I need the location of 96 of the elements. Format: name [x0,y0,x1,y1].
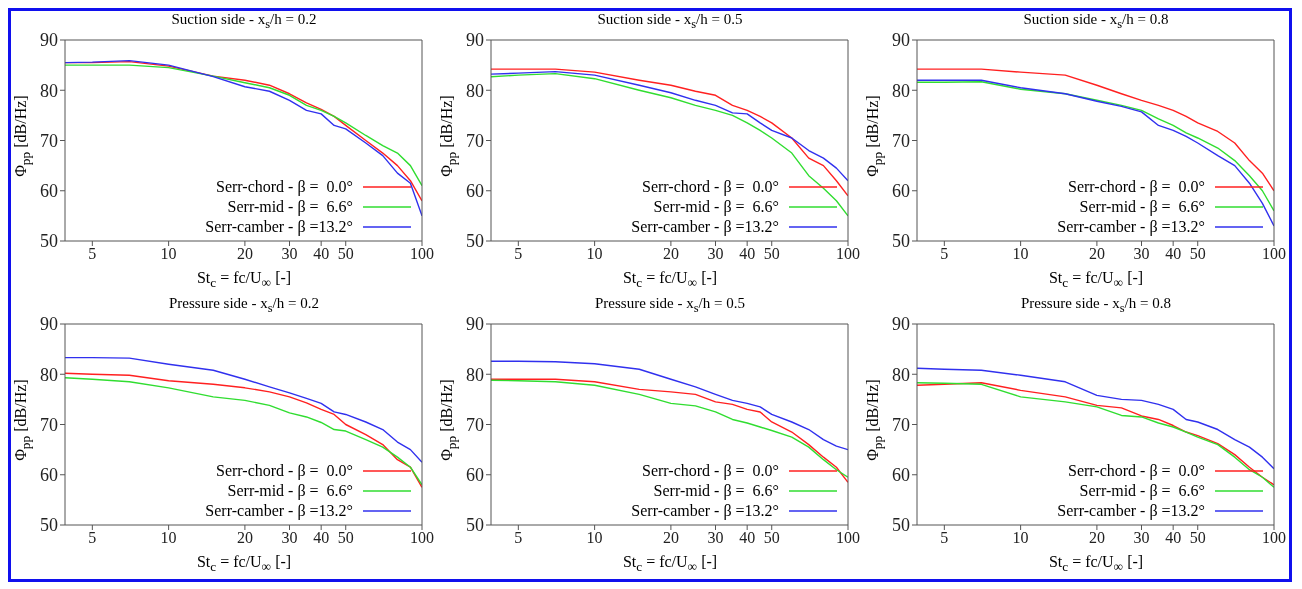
legend-label: Serr-camber - β =13.2° [631,501,779,521]
y-tick-label: 90 [892,314,910,335]
x-tick-label: 10 [586,529,603,547]
y-tick-label: 60 [466,465,484,486]
x-tick-label: 5 [88,245,97,263]
y-tick-label: 60 [40,465,58,486]
x-tick-label: 50 [1189,529,1206,547]
x-tick-label: 10 [160,529,177,547]
x-tick-label: 20 [1088,245,1105,263]
x-tick-label: 20 [236,245,253,263]
x-tick-label: 50 [337,245,354,263]
x-axis-title: St$_{c}$ = fc/U$_{∞}$ [-] [195,553,293,576]
legend-label: Serr-chord - β = 0.0° [642,461,779,481]
y-tick-label: 60 [892,181,910,202]
legend-label: Serr-chord - β = 0.0° [1068,177,1205,197]
x-axis-title: St$_{c}$ = fc/U$_{∞}$ [-] [195,269,293,292]
x-tick-label: 30 [707,245,724,263]
legend-label: Serr-mid - β = 6.6° [653,197,779,217]
x-axis-title: St$_{c}$ = fc/U$_{∞}$ [-] [621,553,719,576]
y-tick-label: 90 [892,30,910,51]
x-tick-label: 30 [281,245,298,263]
x-tick-label: 10 [1012,245,1029,263]
x-tick-label: 100 [836,245,860,263]
y-tick-label: 90 [466,314,484,335]
y-tick-label: 80 [466,80,484,101]
y-tick-label: 70 [892,414,910,435]
legend-label: Serr-camber - β =13.2° [205,501,353,521]
legend-label: Serr-chord - β = 0.0° [642,177,779,197]
x-tick-label: 50 [337,529,354,547]
legend-label: Serr-camber - β =13.2° [631,217,779,237]
x-tick-label: 20 [1088,529,1105,547]
y-tick-label: 80 [40,80,58,101]
x-tick-label: 30 [707,529,724,547]
y-tick-label: 70 [466,414,484,435]
y-tick-label: 60 [40,181,58,202]
chart-title: Suction side - x$_{s}$/h = 0.5 [596,11,744,31]
y-tick-label: 90 [40,314,58,335]
y-tick-label: 90 [40,30,58,51]
y-tick-label: 80 [466,364,484,385]
x-tick-label: 10 [160,245,177,263]
chart-title: Suction side - x$_{s}$/h = 0.2 [170,11,318,31]
x-tick-label: 5 [940,529,949,547]
legend-label: Serr-mid - β = 6.6° [227,481,353,501]
y-tick-label: 80 [892,364,910,385]
legend-label: Serr-chord - β = 0.0° [216,177,353,197]
x-tick-label: 30 [281,529,298,547]
x-tick-label: 50 [763,529,780,547]
x-tick-label: 40 [739,529,756,547]
y-tick-label: 70 [466,130,484,151]
y-tick-label: 80 [40,364,58,385]
legend-label: Serr-camber - β =13.2° [205,217,353,237]
x-tick-label: 5 [88,529,97,547]
legend-label: Serr-chord - β = 0.0° [1068,461,1205,481]
x-tick-label: 50 [763,245,780,263]
x-tick-label: 5 [940,245,949,263]
x-tick-label: 5 [514,529,523,547]
x-tick-label: 10 [586,245,603,263]
x-tick-label: 100 [1262,245,1286,263]
y-tick-label: 70 [40,130,58,151]
y-tick-label: 90 [466,30,484,51]
x-tick-label: 40 [1165,245,1182,263]
legend-label: Serr-mid - β = 6.6° [653,481,779,501]
x-tick-label: 100 [410,245,434,263]
x-tick-label: 30 [1133,245,1150,263]
x-tick-label: 50 [1189,245,1206,263]
x-tick-label: 20 [236,529,253,547]
chart-title: Pressure side - x$_{s}$/h = 0.8 [1020,295,1172,315]
x-tick-label: 30 [1133,529,1150,547]
chart-title: Pressure side - x$_{s}$/h = 0.2 [168,295,320,315]
x-tick-label: 20 [662,529,679,547]
x-tick-label: 40 [313,529,330,547]
x-axis-title: St$_{c}$ = fc/U$_{∞}$ [-] [1047,269,1145,292]
x-tick-label: 20 [662,245,679,263]
x-axis-title: St$_{c}$ = fc/U$_{∞}$ [-] [621,269,719,292]
x-tick-label: 40 [739,245,756,263]
x-tick-label: 40 [313,245,330,263]
x-tick-label: 100 [1262,529,1286,547]
x-tick-label: 100 [410,529,434,547]
y-tick-label: 80 [892,80,910,101]
legend-label: Serr-chord - β = 0.0° [216,461,353,481]
x-tick-label: 100 [836,529,860,547]
y-tick-label: 70 [892,130,910,151]
x-axis-title: St$_{c}$ = fc/U$_{∞}$ [-] [1047,553,1145,576]
legend-label: Serr-mid - β = 6.6° [1079,197,1205,217]
y-tick-label: 70 [40,414,58,435]
legend-label: Serr-camber - β =13.2° [1057,501,1205,521]
chart-title: Pressure side - x$_{s}$/h = 0.5 [594,295,746,315]
legend-label: Serr-camber - β =13.2° [1057,217,1205,237]
x-tick-label: 5 [514,245,523,263]
legend-label: Serr-mid - β = 6.6° [227,197,353,217]
y-tick-label: 60 [466,181,484,202]
y-tick-label: 60 [892,465,910,486]
chart-title: Suction side - x$_{s}$/h = 0.8 [1022,11,1170,31]
x-tick-label: 40 [1165,529,1182,547]
legend-label: Serr-mid - β = 6.6° [1079,481,1205,501]
x-tick-label: 10 [1012,529,1029,547]
